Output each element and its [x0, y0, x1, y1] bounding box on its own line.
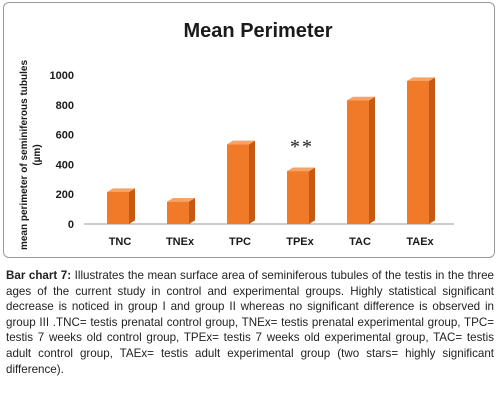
bar-tpex	[287, 167, 315, 224]
bar-side	[429, 77, 435, 224]
bar-top	[287, 167, 315, 172]
caption-text: Illustrates the mean surface area of sem…	[6, 269, 494, 376]
bars	[107, 77, 435, 225]
bar-tac	[347, 96, 375, 224]
x-tick-label: TAEx	[406, 236, 434, 248]
bar-side	[309, 167, 315, 224]
x-tick-label: TPEx	[286, 236, 314, 248]
bar-tnc	[107, 188, 135, 224]
y-tick-label: 600	[56, 130, 74, 142]
figure-caption: Bar chart 7: Illustrates the mean surfac…	[6, 268, 494, 377]
bar-top	[407, 77, 435, 81]
labels: TNC TNEx TPC TPEx TAC TAEx **	[109, 136, 435, 248]
x-tick-label: TPC	[229, 236, 251, 248]
bar-chart: Mean Perimeter mean perimeter of seminif…	[19, 20, 454, 250]
y-axis-label-line2: (µm)	[32, 144, 43, 165]
y-tick-label: 800	[56, 100, 74, 112]
axes: 0 200 400 600 800 1000	[50, 70, 454, 231]
y-tick-label: 0	[68, 219, 74, 231]
x-tick-label: TNEx	[166, 236, 195, 248]
x-tick-label: TNC	[109, 236, 132, 248]
bar-tpc	[227, 140, 255, 224]
bar-side	[189, 198, 195, 224]
y-tick-label: 200	[56, 189, 74, 201]
bar-taex	[407, 77, 435, 225]
bar-side	[129, 188, 135, 224]
y-tick-label: 1000	[50, 70, 74, 82]
chart-title: Mean Perimeter	[184, 20, 333, 42]
y-tick-label: 400	[56, 159, 74, 171]
x-tick-label: TAC	[349, 236, 371, 248]
significance-annotation: **	[290, 136, 314, 158]
bar-side	[369, 96, 375, 224]
bar-front	[227, 144, 249, 224]
bar-tnex	[167, 198, 195, 224]
bar-top	[347, 96, 375, 101]
y-axis-label: mean perimeter of seminiferous tubules (…	[19, 60, 43, 250]
bar-front	[407, 80, 429, 225]
bar-front	[347, 100, 369, 224]
bar-top	[167, 198, 195, 202]
bar-front	[107, 191, 129, 224]
y-axis-label-line1: mean perimeter of seminiferous tubules	[19, 60, 30, 250]
bar-top	[227, 140, 255, 145]
caption-label: Bar chart 7:	[6, 269, 72, 282]
bar-front	[167, 201, 189, 224]
bar-side	[249, 140, 255, 224]
bar-top	[107, 188, 135, 192]
bar-front	[287, 171, 309, 224]
